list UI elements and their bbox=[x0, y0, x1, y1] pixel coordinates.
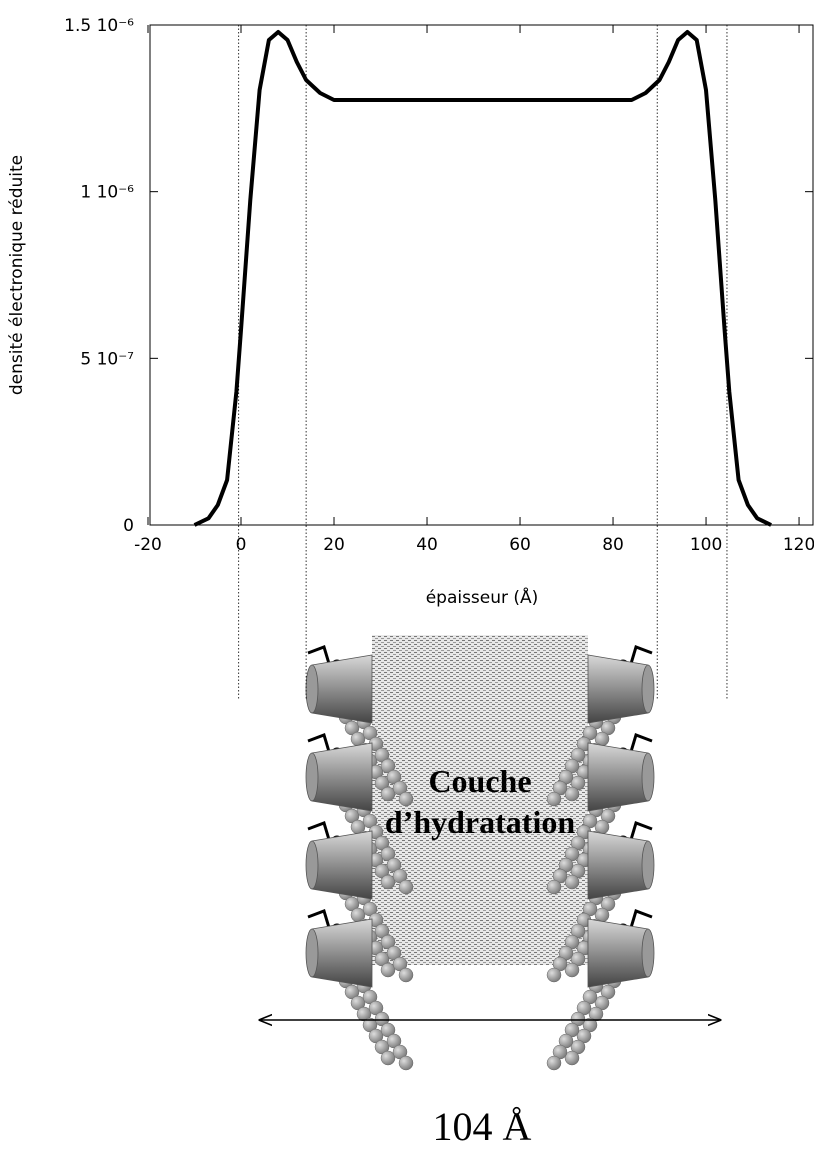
cylinder bbox=[311, 918, 373, 988]
linker bbox=[628, 733, 653, 756]
lipid-drawing bbox=[305, 645, 655, 1071]
tail-bead bbox=[380, 786, 396, 802]
cylinder-end bbox=[305, 840, 319, 890]
tail-bead bbox=[546, 967, 562, 983]
y-tick-label: 1.5 10⁻⁶ bbox=[64, 16, 134, 36]
tail-bead bbox=[546, 879, 562, 895]
cylinder-end bbox=[305, 664, 319, 714]
x-tick-label: 100 bbox=[690, 535, 722, 555]
plot-frame bbox=[149, 24, 814, 526]
cylinder-end bbox=[305, 928, 319, 978]
x-tick-label: 40 bbox=[416, 535, 438, 555]
linker bbox=[628, 909, 653, 932]
density-curve bbox=[193, 30, 772, 527]
tail-bead bbox=[398, 967, 414, 983]
tail-bead bbox=[380, 1050, 396, 1066]
cylinder-end bbox=[641, 928, 655, 978]
cylinder-end bbox=[305, 752, 319, 802]
cylinder bbox=[311, 654, 373, 724]
x-tick-label: 0 bbox=[236, 535, 247, 555]
tail-bead bbox=[398, 879, 414, 895]
linker bbox=[628, 821, 653, 844]
tail-bead bbox=[398, 791, 414, 807]
cylinder-end bbox=[641, 752, 655, 802]
tail-bead bbox=[546, 1055, 562, 1071]
tail-bead bbox=[546, 791, 562, 807]
linker bbox=[628, 645, 653, 668]
cylinder bbox=[311, 742, 373, 812]
y-tick-label: 0 bbox=[123, 516, 134, 536]
cylinder bbox=[587, 742, 649, 812]
linker bbox=[307, 909, 332, 932]
linker bbox=[307, 733, 332, 756]
tail-bead bbox=[564, 1050, 580, 1066]
cylinder bbox=[587, 918, 649, 988]
x-tick-label: 20 bbox=[323, 535, 345, 555]
tail-bead bbox=[564, 874, 580, 890]
x-axis-label: épaisseur (Å) bbox=[426, 586, 539, 608]
tail-bead bbox=[398, 1055, 414, 1071]
layer-label: d’hydratation bbox=[385, 804, 575, 840]
x-tick-label: 80 bbox=[602, 535, 624, 555]
tail-bead bbox=[380, 962, 396, 978]
x-tick-label: -20 bbox=[134, 535, 162, 555]
y-tick-label: 5 10⁻⁷ bbox=[80, 349, 134, 369]
linker bbox=[307, 821, 332, 844]
tail-bead bbox=[380, 874, 396, 890]
cylinder bbox=[587, 654, 649, 724]
cylinder-end bbox=[641, 840, 655, 890]
tail-bead bbox=[564, 962, 580, 978]
x-tick-label: 120 bbox=[783, 535, 814, 555]
tail-bead bbox=[564, 786, 580, 802]
y-axis-label: densité électronique réduite bbox=[7, 155, 27, 395]
cylinder-end bbox=[641, 664, 655, 714]
layer-label: Couche bbox=[428, 763, 531, 799]
y-tick-label: 1 10⁻⁶ bbox=[80, 183, 134, 203]
x-tick-label: 60 bbox=[509, 535, 531, 555]
cylinder bbox=[587, 830, 649, 900]
width-label: 104 Å bbox=[433, 1104, 532, 1149]
cylinder bbox=[311, 830, 373, 900]
linker bbox=[307, 645, 332, 668]
